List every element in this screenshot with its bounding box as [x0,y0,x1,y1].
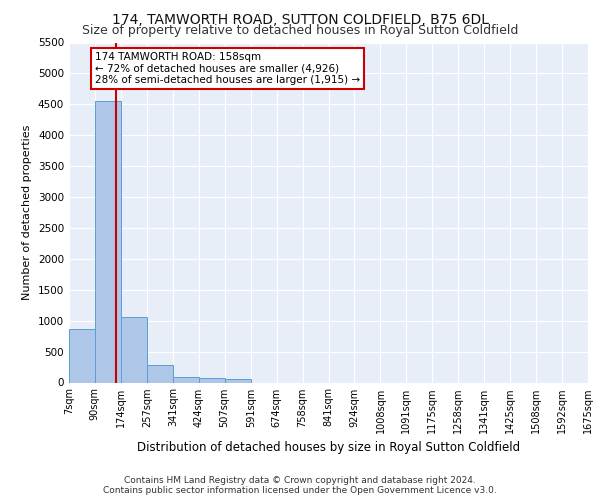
Bar [173,377,199,382]
Y-axis label: Number of detached properties: Number of detached properties [22,125,32,300]
Bar [224,379,251,382]
Bar [121,317,147,382]
Text: 174, TAMWORTH ROAD, SUTTON COLDFIELD, B75 6DL: 174, TAMWORTH ROAD, SUTTON COLDFIELD, B7… [112,12,488,26]
Bar [199,378,224,382]
Text: Contains public sector information licensed under the Open Government Licence v3: Contains public sector information licen… [103,486,497,495]
Text: Contains HM Land Registry data © Crown copyright and database right 2024.: Contains HM Land Registry data © Crown c… [124,476,476,485]
Bar [95,100,121,382]
Text: Size of property relative to detached houses in Royal Sutton Coldfield: Size of property relative to detached ho… [82,24,518,37]
Bar [147,364,173,382]
X-axis label: Distribution of detached houses by size in Royal Sutton Coldfield: Distribution of detached houses by size … [137,441,520,454]
Text: 174 TAMWORTH ROAD: 158sqm
← 72% of detached houses are smaller (4,926)
28% of se: 174 TAMWORTH ROAD: 158sqm ← 72% of detac… [95,52,360,85]
Bar [69,328,95,382]
